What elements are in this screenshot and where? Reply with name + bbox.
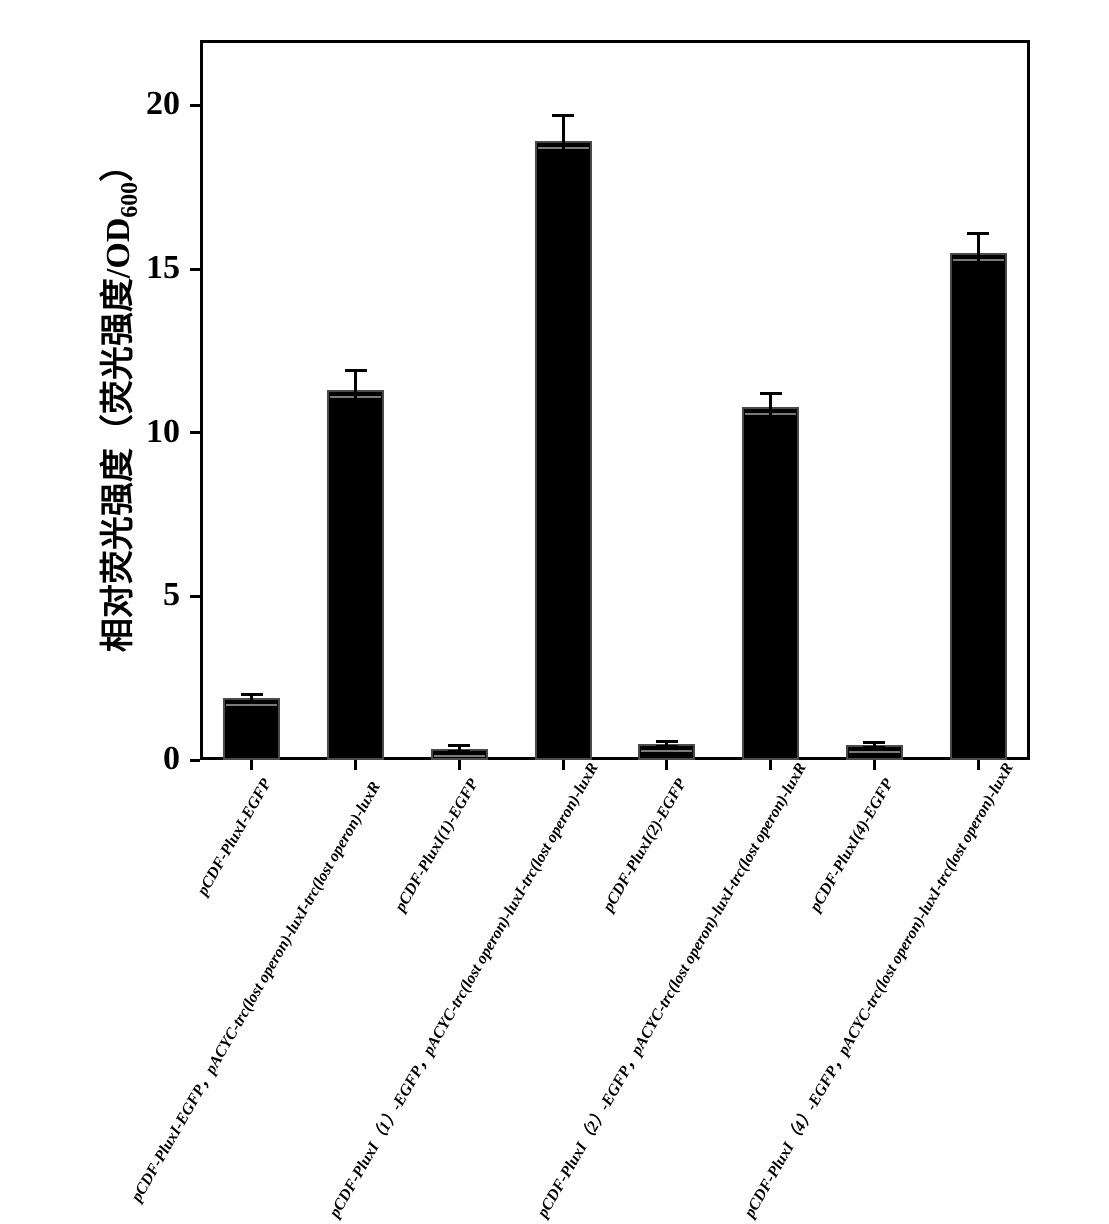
- x-tick: [769, 760, 772, 770]
- x-tick-label: pCDF-PluxI（4）-EGFP，pACYC-trc(lost operon…: [736, 776, 1007, 1221]
- y-axis-label: 相对荧光强度（荧光强度/OD600）: [90, 40, 144, 760]
- plot-area: [200, 40, 1030, 760]
- error-bar-cap-bottom: [552, 166, 574, 169]
- y-tick-label: 20: [120, 85, 180, 123]
- x-tick: [250, 760, 253, 770]
- error-bar-cap-top: [241, 693, 263, 696]
- x-tick: [873, 760, 876, 770]
- x-tick: [458, 760, 461, 770]
- bar-top-seam: [849, 751, 900, 753]
- error-bar-cap-top: [448, 744, 470, 747]
- error-bar-cap-top: [552, 114, 574, 117]
- y-tick: [190, 595, 200, 598]
- x-tick: [977, 760, 980, 770]
- bar-top-seam: [226, 704, 277, 706]
- bar-top-seam: [641, 750, 692, 752]
- y-axis-right: [1027, 40, 1030, 760]
- error-bar-cap-top: [345, 369, 367, 372]
- x-tick: [562, 760, 565, 770]
- error-bar-vertical: [769, 393, 772, 419]
- y-tick: [190, 759, 200, 762]
- y-tick: [190, 104, 200, 107]
- bar-top-seam: [434, 755, 485, 757]
- y-tick-label: 5: [120, 576, 180, 614]
- error-bar-vertical: [562, 115, 565, 167]
- bar: [223, 698, 280, 760]
- x-axis-top: [200, 40, 1030, 43]
- error-bar-cap-bottom: [448, 750, 470, 753]
- bar: [327, 390, 384, 760]
- y-tick-label: 0: [120, 740, 180, 778]
- y-tick: [190, 268, 200, 271]
- bar: [535, 141, 592, 760]
- error-bar-vertical: [977, 233, 980, 272]
- error-bar-cap-bottom: [863, 746, 885, 749]
- error-bar-cap-top: [863, 741, 885, 744]
- x-tick: [665, 760, 668, 770]
- error-bar-cap-top: [760, 392, 782, 395]
- error-bar-cap-bottom: [760, 418, 782, 421]
- y-axis-left: [200, 40, 203, 760]
- bar: [950, 253, 1007, 760]
- y-tick: [190, 431, 200, 434]
- bar: [742, 407, 799, 760]
- error-bar-cap-top: [656, 740, 678, 743]
- error-bar-cap-bottom: [241, 700, 263, 703]
- y-tick-label: 15: [120, 249, 180, 287]
- y-tick-label: 10: [120, 413, 180, 451]
- figure: 相对荧光强度（荧光强度/OD600） 05101520pCDF-PluxI-EG…: [0, 0, 1109, 1224]
- error-bar-cap-bottom: [967, 271, 989, 274]
- error-bar-cap-top: [967, 232, 989, 235]
- error-bar-cap-bottom: [656, 745, 678, 748]
- x-tick: [354, 760, 357, 770]
- x-axis-bottom: [200, 757, 1030, 760]
- error-bar-cap-bottom: [345, 408, 367, 411]
- error-bar-vertical: [354, 371, 357, 410]
